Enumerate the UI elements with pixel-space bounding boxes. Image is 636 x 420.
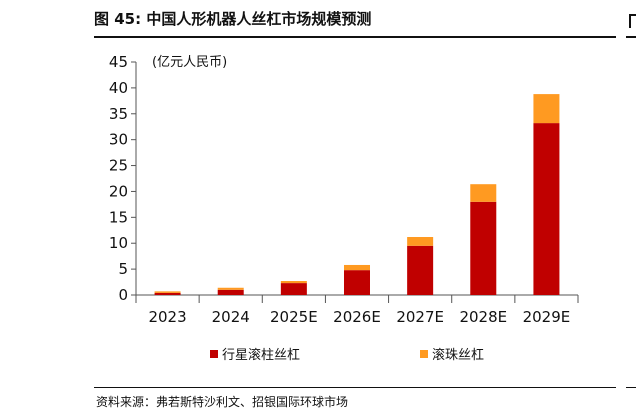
- legend-label: 行星滚柱丝杠: [222, 347, 300, 363]
- legend-swatch: [210, 350, 218, 358]
- bar-segment-planetary-roller: [280, 283, 307, 295]
- bar-segment-ball-screw: [217, 287, 244, 290]
- x-axis: 2023 2024 2025E 2026E 2027E 2028E 2029E: [135, 294, 579, 326]
- legend-swatch: [420, 350, 428, 358]
- x-tick-label: 2029E: [523, 308, 571, 326]
- bar-segment-planetary-roller: [533, 123, 560, 295]
- x-tick-label: 2025E: [270, 308, 318, 326]
- bar-segment-ball-screw: [154, 291, 181, 293]
- y-tick-label: 45: [109, 53, 128, 71]
- x-tick-label: 2026E: [333, 308, 381, 326]
- adjacent-figure-rule: [626, 36, 636, 38]
- source-rule: [94, 387, 616, 388]
- y-tick-label: 5: [118, 260, 128, 278]
- legend-label: 滚珠丝杠: [432, 347, 484, 363]
- x-tick-label: 2023: [148, 308, 186, 326]
- bar-segment-ball-screw: [470, 184, 497, 202]
- y-tick-label: 35: [109, 105, 128, 123]
- bar-segment-planetary-roller: [217, 289, 244, 295]
- bar-segment-planetary-roller: [154, 292, 181, 295]
- unit-label: (亿元人民币): [152, 55, 227, 70]
- y-tick-label: 25: [109, 157, 128, 175]
- x-tick-label: 2027E: [396, 308, 444, 326]
- adjacent-figure-rule-bottom: [626, 387, 636, 388]
- y-tick-label: 20: [109, 182, 128, 200]
- x-tick-label: 2024: [212, 308, 250, 326]
- bar-segment-planetary-roller: [470, 201, 497, 295]
- y-tick-label: 30: [109, 131, 128, 149]
- source-note: 资料来源：弗若斯特沙利文、招银国际环球市场: [96, 395, 349, 409]
- y-tick-label: 40: [109, 79, 128, 97]
- title-rule: [94, 36, 616, 38]
- y-tick-label: 0: [118, 286, 128, 304]
- y-tick-label: 15: [109, 208, 128, 226]
- bar-segment-ball-screw: [344, 264, 370, 271]
- bar-segment-planetary-roller: [407, 245, 434, 295]
- y-tick-label: 10: [109, 234, 128, 252]
- bar-segment-ball-screw: [533, 94, 560, 124]
- y-axis: 0 5 10 15 20 25 30 35 40 45: [109, 53, 137, 304]
- bar-segment-ball-screw: [280, 281, 307, 284]
- adjacent-figure-edge: [629, 14, 636, 28]
- legend: 行星滚柱丝杠 滚珠丝杠: [210, 347, 484, 363]
- bars: [154, 94, 560, 295]
- bar-segment-planetary-roller: [344, 270, 370, 295]
- x-tick-label: 2028E: [459, 308, 507, 326]
- figure-title: 图 45: 中国人形机器人丝杠市场规模预测: [94, 10, 372, 28]
- bar-segment-ball-screw: [407, 237, 434, 246]
